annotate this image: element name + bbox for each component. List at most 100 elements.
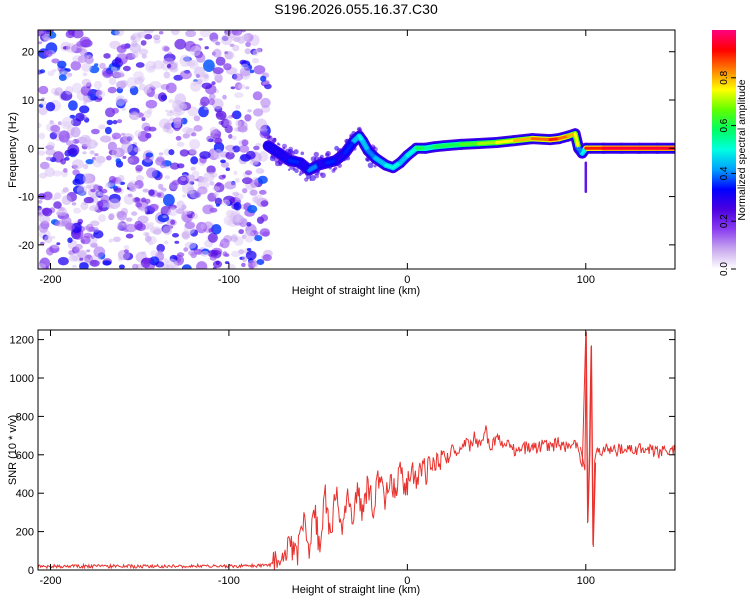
noise-blob	[186, 174, 196, 183]
noise-blob	[251, 57, 260, 64]
noise-blob	[163, 71, 171, 79]
noise-blob	[75, 243, 83, 250]
noise-blob	[212, 67, 224, 75]
noise-blob	[65, 86, 74, 95]
noise-blob	[228, 148, 235, 154]
noise-blob	[111, 132, 122, 140]
noise-blob	[183, 247, 189, 252]
noise-blob	[224, 181, 237, 190]
noise-blob	[243, 230, 255, 243]
noise-blob	[116, 119, 123, 124]
noise-blob	[241, 33, 249, 41]
noise-blob	[108, 198, 121, 209]
noise-blob	[224, 261, 230, 265]
noise-blob	[81, 62, 92, 72]
noise-blob	[245, 150, 256, 160]
y-tick-label: -10	[18, 192, 34, 204]
noise-blob	[260, 200, 269, 207]
noise-blob	[203, 59, 215, 72]
noise-blob	[174, 38, 187, 50]
noise-blob	[39, 161, 50, 170]
noise-blob	[231, 233, 238, 240]
ridge-segment	[477, 141, 499, 145]
colorbar-tick-label: 0.6	[719, 118, 730, 132]
noise-blob	[100, 194, 110, 204]
ridge-segment	[512, 137, 534, 143]
noise-blob	[194, 178, 199, 182]
ridge-speck	[293, 167, 296, 171]
noise-blob	[79, 105, 90, 114]
noise-blob	[232, 145, 241, 153]
noise-blob	[72, 159, 84, 170]
noise-blob	[85, 159, 94, 165]
noise-blob	[47, 70, 55, 76]
noise-blob	[190, 80, 202, 92]
snr-y-label: SNR (10 * v/v)	[7, 415, 19, 485]
noise-blob	[135, 175, 144, 182]
noise-blob	[189, 45, 201, 57]
noise-blob	[234, 92, 244, 98]
noise-blob	[134, 220, 143, 231]
noise-blob	[203, 106, 209, 110]
noise-blob	[199, 30, 211, 38]
noise-blob	[74, 173, 86, 185]
noise-blob	[244, 48, 251, 55]
ridge-segment	[530, 137, 552, 142]
noise-blob	[40, 100, 47, 106]
noise-blob	[235, 178, 240, 183]
noise-blob	[245, 86, 250, 90]
noise-blob	[83, 196, 94, 204]
spectrogram-y-label: Frequency (Hz)	[7, 112, 19, 188]
noise-blob	[214, 197, 223, 206]
noise-blob	[115, 95, 126, 107]
ridge-speck	[271, 138, 277, 143]
snr-x-axis: -200 -100 0 100	[39, 330, 595, 587]
noise-blob	[187, 106, 199, 117]
ridge-speck	[278, 143, 281, 146]
noise-blob	[158, 92, 167, 102]
noise-blob	[192, 213, 199, 220]
noise-blob	[193, 115, 201, 122]
noise-blob	[54, 220, 66, 227]
noise-blob	[75, 112, 85, 122]
noise-blob	[125, 217, 133, 222]
noise-blob	[106, 155, 112, 161]
noise-blob	[120, 80, 128, 88]
noise-blob	[76, 41, 84, 47]
noise-blob	[214, 137, 223, 145]
colorbar: 0.0 0.2 0.4 0.6 0.8 Normalized spectral ampl…	[712, 30, 748, 276]
noise-blob	[185, 30, 197, 38]
y-tick-label: 200	[16, 527, 34, 539]
y-tick-label: 600	[16, 450, 34, 462]
noise-blob	[98, 214, 106, 223]
noise-blob	[244, 170, 253, 176]
noise-blob	[72, 264, 77, 268]
noise-blob	[67, 237, 73, 243]
noise-blob	[228, 115, 233, 119]
colorbar-tick-label: 0.4	[719, 166, 730, 180]
noise-blob	[82, 151, 87, 155]
noise-blob	[124, 249, 129, 254]
noise-blob	[116, 45, 127, 54]
noise-blob	[104, 126, 112, 135]
noise-blob	[89, 259, 100, 267]
noise-blob	[148, 240, 153, 246]
noise-blob	[197, 186, 208, 195]
noise-blob	[77, 55, 87, 64]
noise-blob	[162, 215, 167, 219]
noise-blob	[220, 34, 233, 46]
noise-blob	[116, 211, 127, 221]
noise-blob	[193, 125, 203, 132]
noise-blob	[165, 82, 177, 94]
noise-blob	[225, 167, 230, 171]
noise-blob	[148, 222, 155, 227]
x-tick-label: 0	[404, 575, 410, 587]
x-tick-label: 100	[577, 274, 595, 286]
noise-blob	[45, 148, 56, 156]
spectrogram-noise-layer	[38, 30, 273, 269]
noise-blob	[91, 204, 99, 210]
noise-blob	[105, 183, 111, 189]
noise-blob	[241, 139, 249, 147]
noise-blob	[187, 186, 195, 195]
x-tick-label: -100	[218, 274, 240, 286]
